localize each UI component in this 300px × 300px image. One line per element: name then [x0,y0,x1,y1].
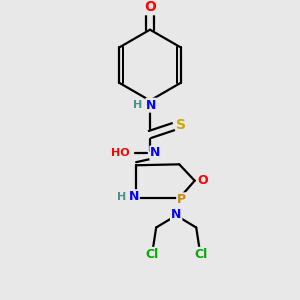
Text: N: N [146,99,157,112]
Text: O: O [144,0,156,14]
Text: H: H [133,100,142,110]
Text: P: P [177,193,186,206]
Text: N: N [128,190,139,203]
Text: Cl: Cl [194,248,208,261]
Text: HO: HO [111,148,130,158]
Text: H: H [117,192,126,202]
Text: Cl: Cl [145,248,158,261]
Text: S: S [176,118,186,132]
Text: O: O [197,174,208,187]
Text: N: N [171,208,181,221]
Text: N: N [150,146,161,159]
